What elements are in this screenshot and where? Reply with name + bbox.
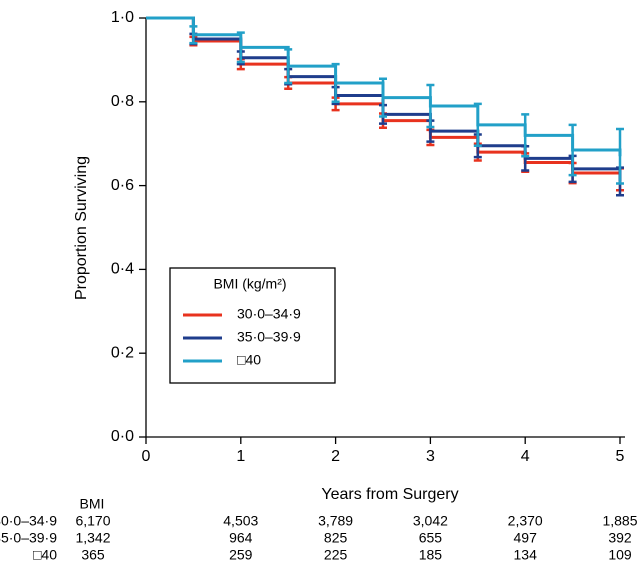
risk-count: 1,885 bbox=[602, 513, 637, 529]
y-tick-label: 0·2 bbox=[111, 344, 134, 361]
risk-count: 2,370 bbox=[508, 513, 543, 529]
legend-box bbox=[169, 267, 336, 384]
error-bar bbox=[236, 31, 245, 64]
error-bar bbox=[473, 102, 482, 148]
risk-count: 185 bbox=[419, 547, 443, 563]
error-bar bbox=[331, 62, 340, 104]
legend-label: 35·0–39·9 bbox=[237, 329, 301, 345]
risk-count: 3,042 bbox=[413, 513, 448, 529]
risk-count: 6,170 bbox=[75, 513, 110, 529]
error-bar bbox=[521, 113, 530, 158]
risk-count: 964 bbox=[229, 530, 253, 546]
risk-count: 365 bbox=[81, 547, 105, 563]
y-tick-label: 0·8 bbox=[111, 93, 134, 110]
risk-table-title: BMI bbox=[80, 496, 105, 512]
risk-count: 109 bbox=[608, 547, 632, 563]
error-bar bbox=[616, 127, 624, 185]
error-bar bbox=[568, 123, 577, 177]
risk-count: 1,342 bbox=[75, 530, 110, 546]
risk-row-label: □40 bbox=[33, 547, 57, 563]
risk-count: 825 bbox=[324, 530, 348, 546]
risk-count: 259 bbox=[229, 547, 253, 563]
risk-count: 497 bbox=[514, 530, 538, 546]
x-tick-label: 0 bbox=[142, 448, 151, 465]
risk-count: 655 bbox=[419, 530, 443, 546]
risk-count: 4,503 bbox=[223, 513, 258, 529]
risk-count: 225 bbox=[324, 547, 348, 563]
risk-count: 134 bbox=[514, 547, 538, 563]
x-tick-label: 3 bbox=[426, 448, 435, 465]
y-tick-label: 1·0 bbox=[111, 9, 134, 26]
x-tick-label: 4 bbox=[521, 448, 530, 465]
error-bar bbox=[284, 48, 293, 85]
x-axis-title: Years from Surgery bbox=[321, 486, 458, 503]
risk-row-label: 35·0–39·9 bbox=[0, 530, 57, 546]
x-tick-label: 2 bbox=[331, 448, 340, 465]
risk-row-label: 30·0–34·9 bbox=[0, 513, 57, 529]
y-axis-title: Proportion Surviving bbox=[73, 156, 90, 300]
y-tick-label: 0·4 bbox=[111, 261, 134, 278]
legend-label: 30·0–34·9 bbox=[237, 306, 301, 322]
legend-title: BMI (kg/m²) bbox=[213, 276, 286, 292]
legend-label: □40 bbox=[237, 352, 261, 368]
y-tick-label: 0·6 bbox=[111, 177, 134, 194]
error-bar bbox=[189, 25, 198, 45]
error-bar bbox=[426, 83, 435, 129]
risk-count: 392 bbox=[608, 530, 632, 546]
error-bar bbox=[379, 77, 387, 118]
risk-count: 3,789 bbox=[318, 513, 353, 529]
x-tick-label: 5 bbox=[616, 448, 625, 465]
x-tick-label: 1 bbox=[236, 448, 245, 465]
y-tick-label: 0·0 bbox=[111, 428, 134, 445]
